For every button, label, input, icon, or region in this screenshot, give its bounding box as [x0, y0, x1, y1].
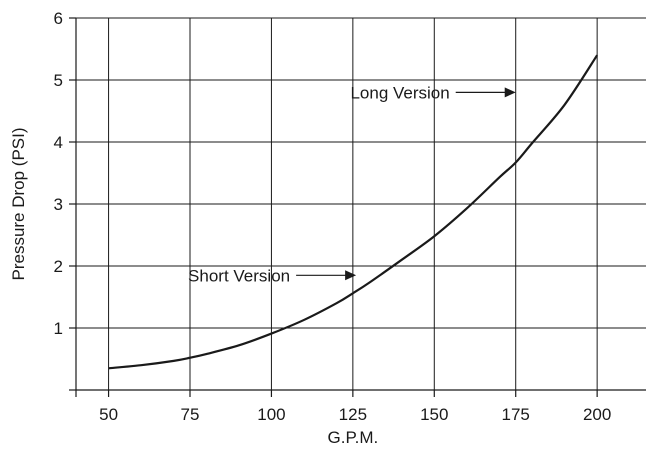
x-tick-label: 50	[99, 405, 118, 424]
y-tick-label: 5	[54, 71, 63, 90]
y-tick-label: 1	[54, 319, 63, 338]
x-tick-label: 100	[257, 405, 285, 424]
annotation-label: Long Version	[350, 83, 449, 102]
series-layer	[108, 54, 599, 370]
tick-labels: 50 75 100 125 150 175 200 1 2 3 4 5 6	[54, 9, 612, 424]
annotation-arrow-head	[504, 87, 516, 98]
x-tick-label: 175	[502, 405, 530, 424]
grid	[76, 17, 646, 390]
y-tick-label: 4	[54, 133, 63, 152]
x-tick-label: 75	[181, 405, 200, 424]
annotations: Short Version Long Version	[188, 83, 516, 285]
pressure-drop-curve	[108, 54, 599, 370]
x-axis-title: G.P.M.	[328, 428, 379, 447]
y-tick-label: 6	[54, 9, 63, 28]
y-tick-label: 2	[54, 257, 63, 276]
y-tick-label: 3	[54, 195, 63, 214]
x-tick-label: 125	[339, 405, 367, 424]
annotation-label: Short Version	[188, 266, 290, 285]
y-axis-title: Pressure Drop (PSI)	[9, 127, 28, 280]
x-tick-label: 150	[420, 405, 448, 424]
axes	[69, 17, 646, 397]
x-tick-label: 200	[583, 405, 611, 424]
annotation-arrow-head	[345, 270, 357, 281]
